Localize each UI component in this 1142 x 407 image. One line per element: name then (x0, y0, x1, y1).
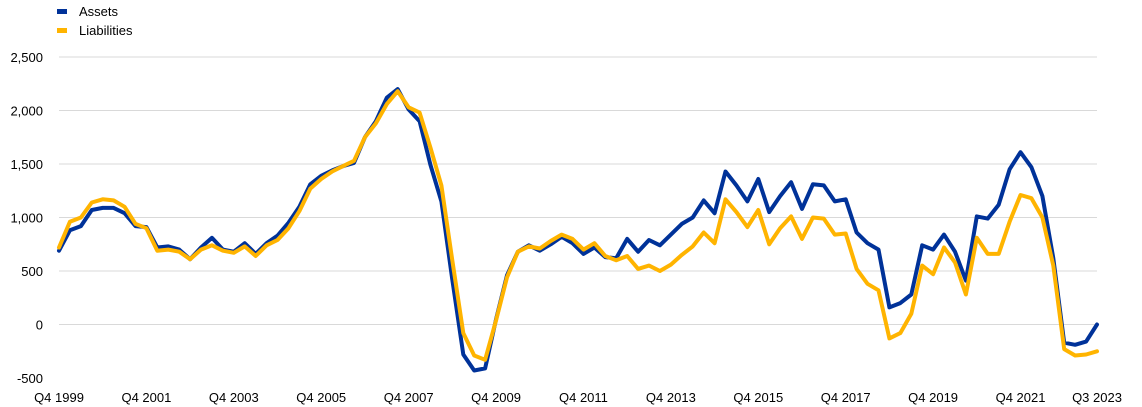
legend-item-liabilities: Liabilities (57, 21, 132, 40)
y-tick-label: 1,500 (10, 157, 43, 172)
x-tick-label: Q3 2023 (1072, 390, 1122, 405)
y-tick-label: 0 (36, 318, 43, 333)
x-tick-label: Q4 2015 (733, 390, 783, 405)
series-line-assets (57, 87, 1099, 373)
x-tick-label: Q4 2019 (908, 390, 958, 405)
legend-item-assets: Assets (57, 2, 132, 21)
y-tick-label: 2,000 (10, 104, 43, 119)
x-tick-label: Q4 2017 (821, 390, 871, 405)
legend-swatch-liabilities (57, 28, 67, 33)
gridlines (59, 56, 1097, 325)
series-lines (57, 87, 1099, 373)
legend-label-assets: Assets (79, 4, 119, 19)
y-tick-label: 500 (21, 264, 43, 279)
y-tick-label: 2,500 (10, 50, 43, 65)
x-tick-label: Q4 2001 (121, 390, 171, 405)
legend-label-liabilities: Liabilities (79, 23, 133, 38)
legend: Assets Liabilities (57, 2, 132, 40)
x-tick-label: Q4 2009 (471, 390, 521, 405)
x-tick-label: Q4 1999 (34, 390, 84, 405)
x-tick-label: Q4 2003 (209, 390, 259, 405)
x-tick-label: Q4 2013 (646, 390, 696, 405)
x-tick-label: Q4 2011 (559, 390, 608, 405)
series-line-liabilities (57, 89, 1099, 362)
x-axis: Q4 1999 Q4 2001 Q4 2003 Q4 2005 Q4 2007 Q4 20… (34, 390, 1122, 405)
y-tick-label: -500 (17, 371, 43, 386)
x-tick-label: Q4 2005 (296, 390, 346, 405)
y-tick-label: 1,000 (10, 211, 43, 226)
legend-swatch-assets (57, 9, 67, 14)
y-axis: -500 0 500 1,000 1,500 2,000 2,500 (10, 50, 43, 386)
x-tick-label: Q4 2021 (996, 390, 1046, 405)
x-tick-label: Q4 2007 (384, 390, 434, 405)
